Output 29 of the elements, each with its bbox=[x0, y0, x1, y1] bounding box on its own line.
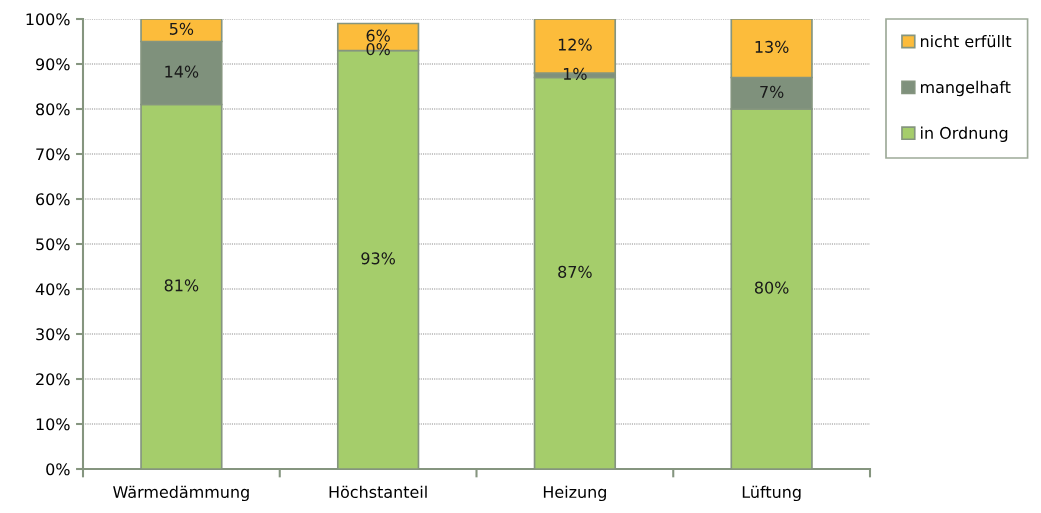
y-tick-label: 100% bbox=[26, 13, 70, 26]
y-tick-label: 40% bbox=[35, 283, 70, 296]
data-label: 87% bbox=[558, 265, 592, 278]
y-tick-label: 0% bbox=[46, 463, 70, 476]
y-tick-label: 70% bbox=[36, 148, 70, 161]
x-tick-label: Wärmedämmung bbox=[113, 485, 249, 502]
data-label: 0% bbox=[366, 43, 390, 56]
y-tick-label: 50% bbox=[36, 238, 70, 251]
y-tick-label: 90% bbox=[36, 58, 70, 71]
legend-label: mangelhaft bbox=[920, 80, 1011, 97]
legend-label: nicht erfüllt bbox=[920, 34, 1012, 48]
data-label: 13% bbox=[755, 40, 789, 53]
data-label: 80% bbox=[754, 281, 789, 294]
x-tick-label: Heizung bbox=[543, 485, 606, 502]
data-label: 6% bbox=[366, 29, 390, 42]
y-tick-label: 30% bbox=[36, 328, 70, 341]
y-tick-label: 10% bbox=[36, 418, 70, 431]
legend-label: in Ordnung bbox=[921, 126, 1008, 143]
y-tick-label: 80% bbox=[36, 103, 70, 116]
x-tick-label: Lüftung bbox=[742, 485, 801, 502]
data-label: 93% bbox=[361, 252, 395, 265]
data-label: 5% bbox=[169, 22, 194, 35]
data-label: 81% bbox=[164, 279, 199, 292]
x-tick-label: Höchstanteil bbox=[329, 485, 427, 499]
y-tick-label: 60% bbox=[36, 193, 70, 206]
data-label: 14% bbox=[165, 65, 199, 78]
data-label: 7% bbox=[760, 85, 784, 98]
data-label: 12% bbox=[558, 38, 592, 51]
y-tick-label: 20% bbox=[36, 373, 70, 386]
